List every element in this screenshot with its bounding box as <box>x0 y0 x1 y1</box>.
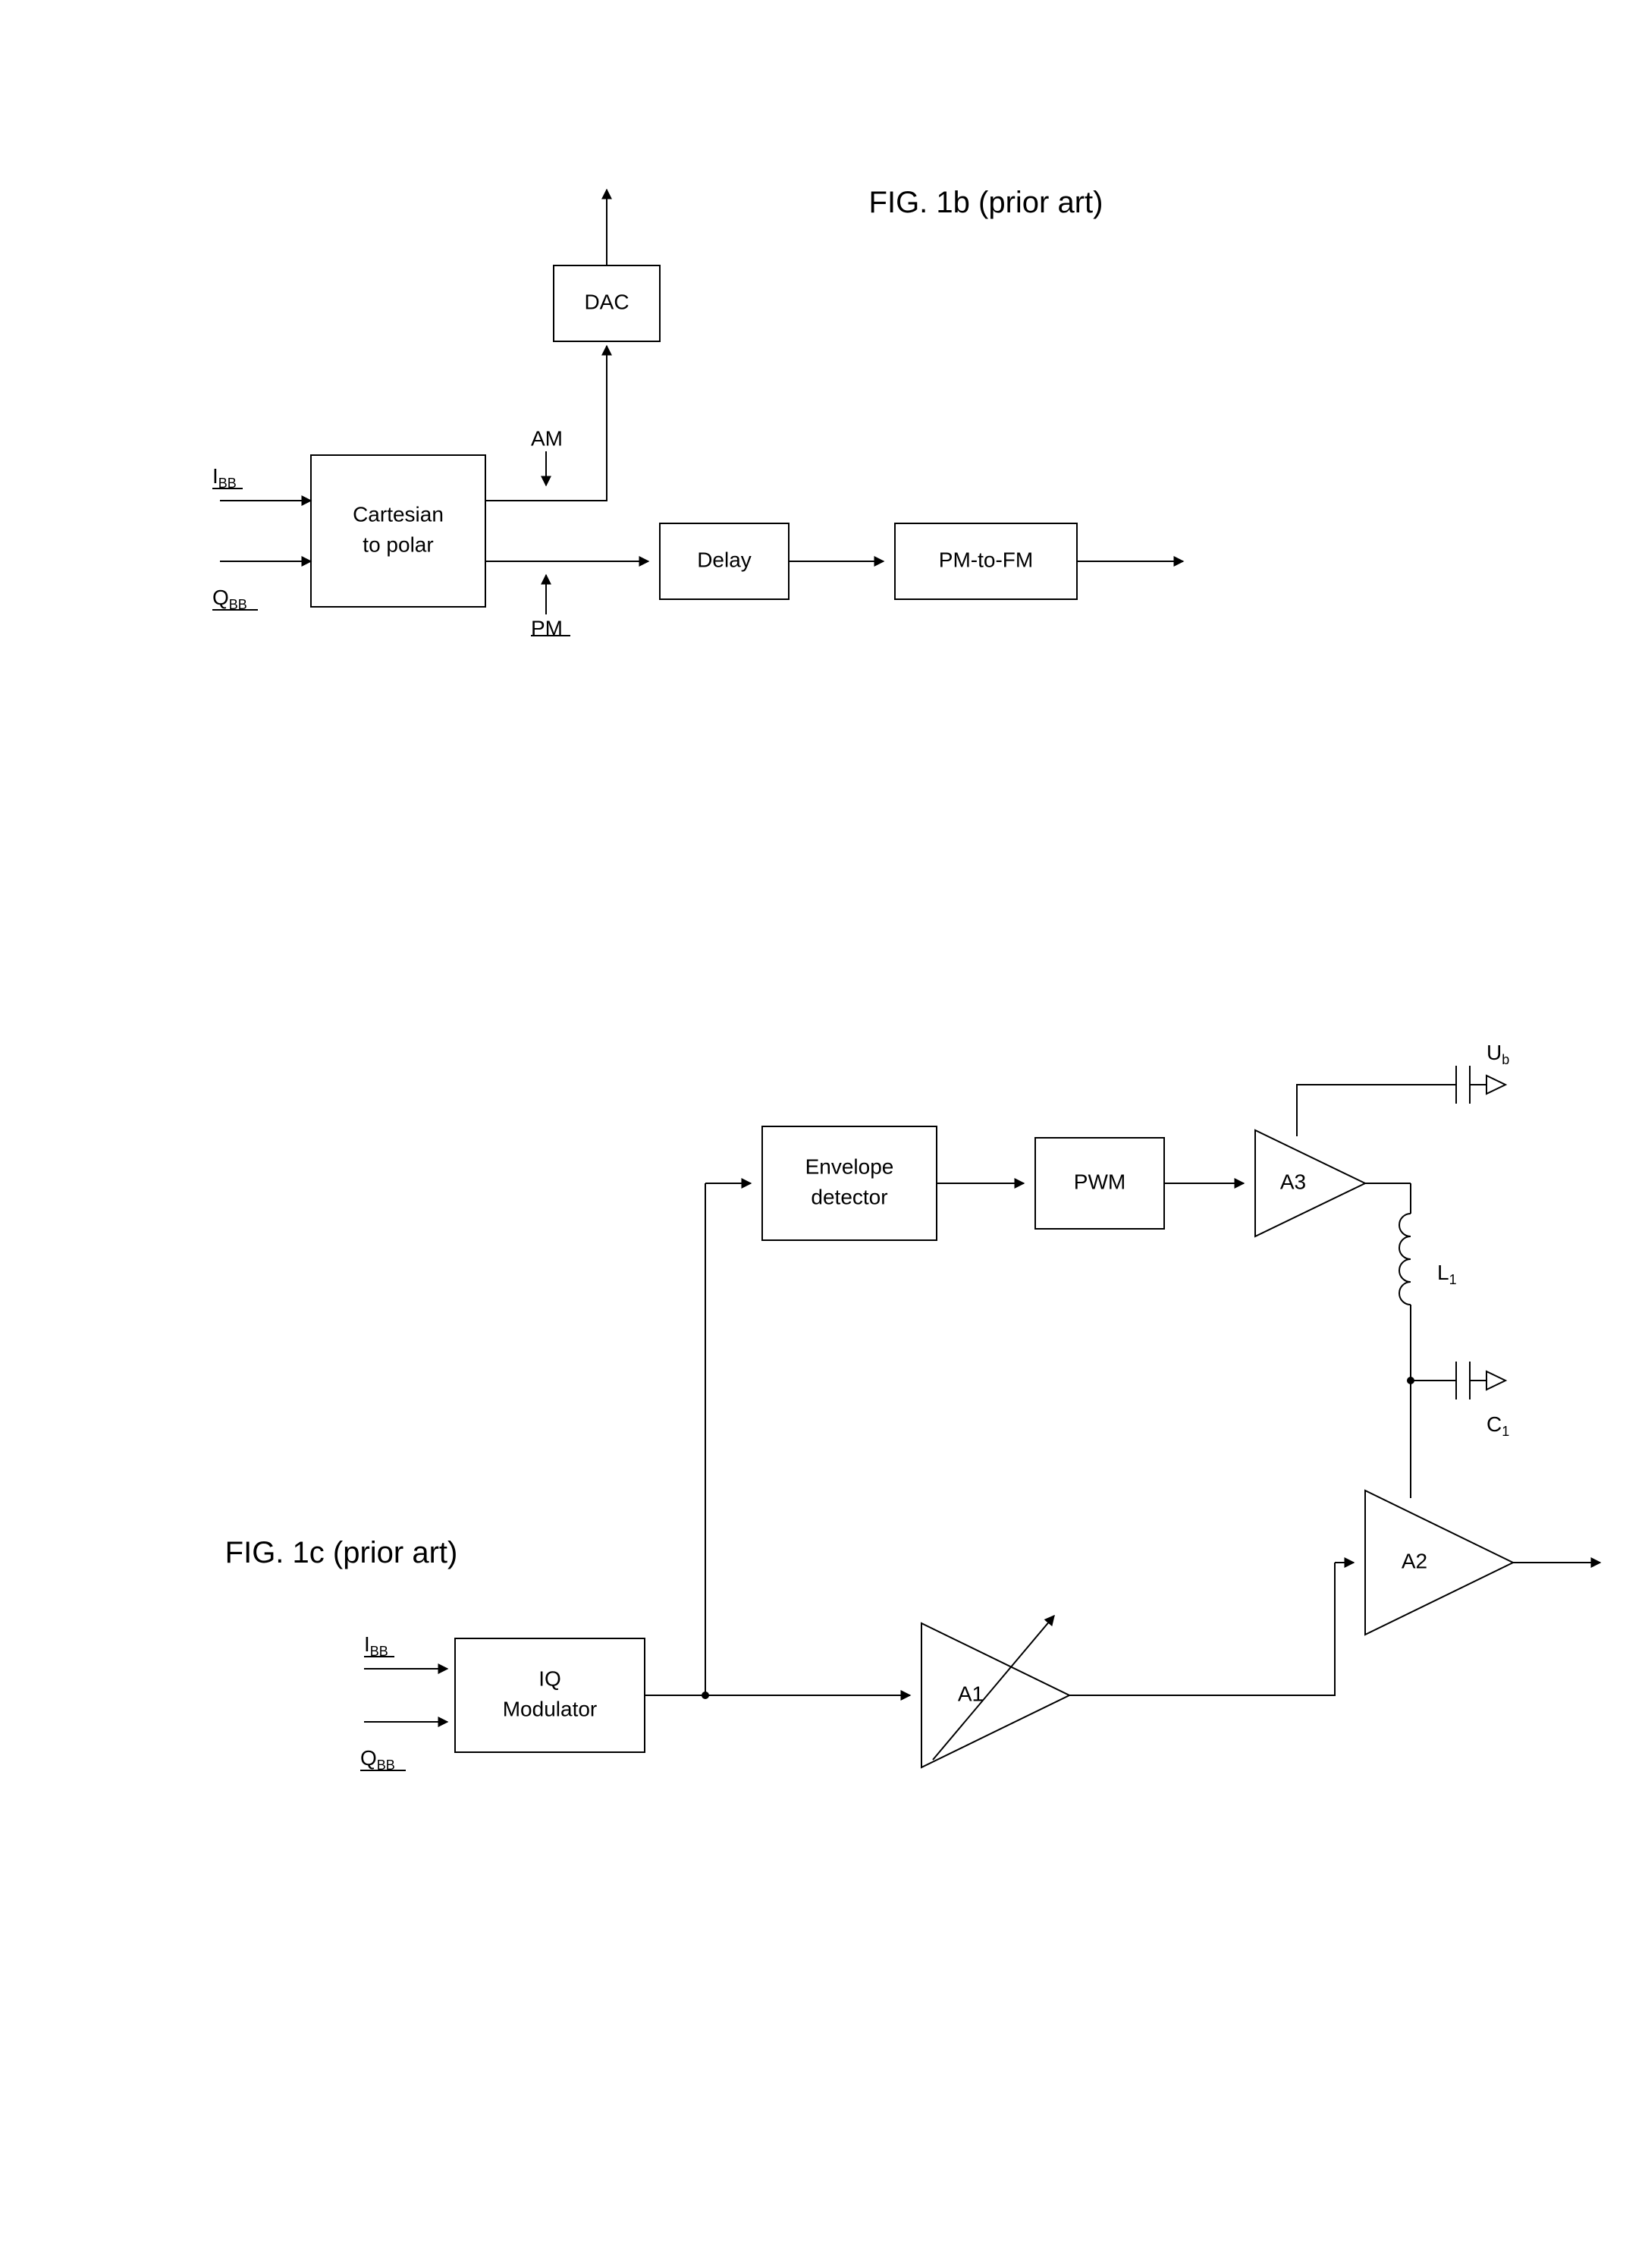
fig1c-title: FIG. 1c (prior art) <box>225 1536 458 1569</box>
qbb-label: QBB <box>212 586 247 611</box>
svg-text:Envelope: Envelope <box>805 1154 894 1178</box>
fig1b-title: FIG. 1b (prior art) <box>869 186 1103 219</box>
a1-amplifier: A1 <box>921 1616 1069 1767</box>
pm-to-fm-block: PM-to-FM <box>895 523 1077 599</box>
c1-capacitor <box>1411 1362 1505 1399</box>
a3-supply-wire <box>1297 1085 1441 1136</box>
c1-label: C1 <box>1486 1412 1509 1438</box>
envelope-detector-block: Envelope detector <box>762 1126 937 1240</box>
svg-text:PM-to-FM: PM-to-FM <box>939 548 1033 571</box>
svg-text:IQ: IQ <box>538 1666 561 1690</box>
svg-text:DAC: DAC <box>584 290 629 313</box>
svg-text:detector: detector <box>811 1185 887 1208</box>
iq-modulator-block: IQ Modulator <box>455 1638 645 1752</box>
l1-label: L1 <box>1437 1261 1457 1286</box>
svg-text:A3: A3 <box>1280 1170 1306 1193</box>
ub-capacitor <box>1441 1066 1505 1104</box>
svg-text:to polar: to polar <box>363 532 433 556</box>
svg-text:Modulator: Modulator <box>503 1697 598 1720</box>
ibb-label: IBB <box>212 464 237 490</box>
ub-label: Ub <box>1486 1041 1509 1066</box>
a3-amplifier: A3 <box>1255 1130 1365 1236</box>
svg-text:PWM: PWM <box>1074 1170 1125 1193</box>
fig-1b: FIG. 1b (prior art) Cartesian to polar I… <box>212 186 1183 639</box>
l1-inductor <box>1399 1183 1411 1381</box>
fig1c-qbb-label: QBB <box>360 1746 395 1772</box>
svg-text:A2: A2 <box>1402 1549 1427 1572</box>
delay-block: Delay <box>660 523 789 599</box>
cartesian-to-polar-block: Cartesian to polar <box>311 455 485 607</box>
fig-1c: FIG. 1c (prior art) IQ Modulator IBB QBB… <box>225 1041 1600 1772</box>
dac-block: DAC <box>554 265 660 341</box>
svg-text:Delay: Delay <box>697 548 752 571</box>
svg-text:Cartesian: Cartesian <box>353 502 444 526</box>
am-label: AM <box>531 426 563 450</box>
a2-amplifier: A2 <box>1365 1491 1513 1635</box>
svg-text:A1: A1 <box>958 1682 984 1705</box>
fig1c-ibb-label: IBB <box>364 1632 388 1658</box>
pwm-block: PWM <box>1035 1138 1164 1229</box>
